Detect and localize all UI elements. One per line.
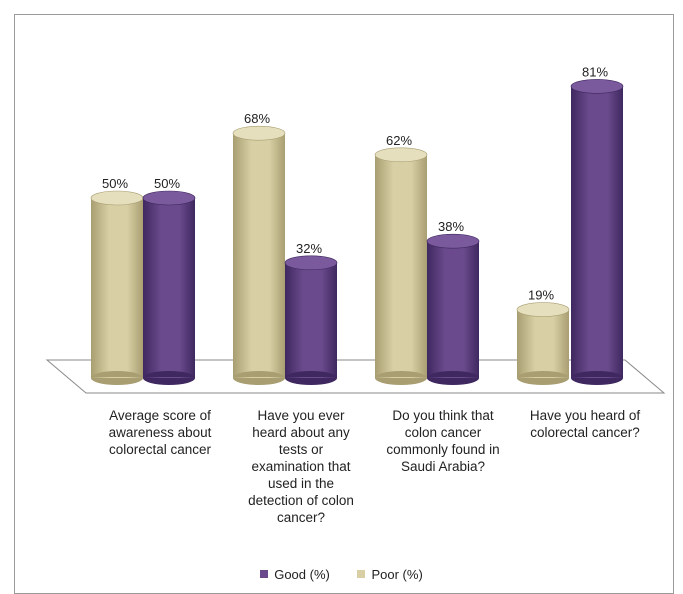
category-label-3-line: colon cancer <box>404 425 482 440</box>
category-label-2-line: detection of colon <box>248 493 354 508</box>
bar-poor-1 <box>90 190 144 385</box>
category-label-4-line: Have you heard of <box>529 408 641 423</box>
category-label-4: Have you heard of colorectal cancer? <box>516 407 654 441</box>
legend-swatch-poor <box>357 570 366 578</box>
category-label-1-line: Average score of <box>109 408 211 423</box>
category-label-3-line: Do you think that <box>392 408 494 423</box>
data-label-poor-2: 68% <box>244 111 270 126</box>
category-label-1: Average score of awareness about colorecta… <box>91 407 229 458</box>
legend-swatch-good <box>260 570 269 578</box>
bar-good-3 <box>426 233 480 385</box>
category-label-3: Do you think that colon cancer commonly fo… <box>374 407 512 475</box>
legend-label-poor: Poor (%) <box>371 567 423 582</box>
category-label-2: Have you ever heard about any tests or exam… <box>232 407 370 526</box>
bar-poor-2 <box>232 125 286 385</box>
legend-item-good: Good (%) <box>260 567 330 582</box>
category-label-2-line: heard about any <box>252 425 350 440</box>
legend-label-good: Good (%) <box>274 567 330 582</box>
bar-good-4 <box>570 79 624 385</box>
data-label-poor-1: 50% <box>102 176 128 191</box>
category-label-3-line: Saudi Arabia? <box>400 459 486 474</box>
data-label-good-4: 81% <box>582 64 608 79</box>
data-label-poor-4: 19% <box>528 288 554 303</box>
category-label-1-line: awareness about <box>108 425 212 440</box>
legend-item-poor: Poor (%) <box>357 567 423 582</box>
data-label-good-1: 50% <box>154 176 180 191</box>
bar-good-2 <box>284 255 338 385</box>
bar-poor-3 <box>374 147 428 385</box>
data-label-good-3: 38% <box>438 219 464 234</box>
data-label-poor-3: 62% <box>386 133 412 148</box>
category-label-2-line: Have you ever <box>257 408 345 423</box>
category-label-4-line: colorectal cancer? <box>530 425 640 440</box>
bar-good-1 <box>142 190 196 385</box>
category-label-2-line: examination that <box>251 459 351 474</box>
bar-poor-4 <box>516 302 570 385</box>
data-label-good-2: 32% <box>296 241 322 256</box>
category-label-2-line: used in the <box>267 476 335 491</box>
category-label-2-line: tests or <box>278 442 324 457</box>
category-label-2-line: cancer? <box>276 510 326 525</box>
legend: Good (%) Poor (%) <box>0 567 683 582</box>
category-label-3-line: commonly found in <box>386 442 500 457</box>
category-label-1-line: colorectal cancer <box>108 442 212 457</box>
